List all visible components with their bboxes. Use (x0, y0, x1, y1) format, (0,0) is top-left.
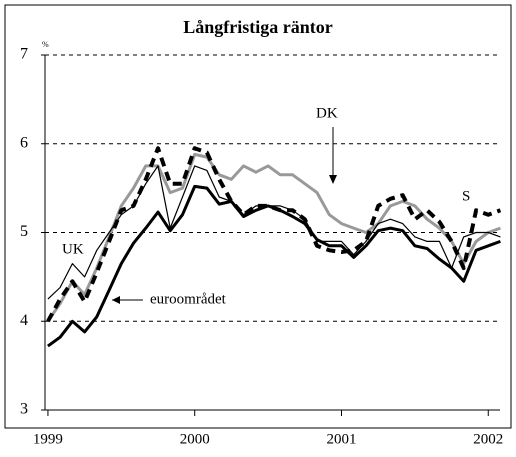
annotation: DK (316, 105, 338, 121)
annotation: UK (62, 241, 84, 257)
y-tick-label: 6 (20, 134, 28, 151)
x-tick-label: 1999 (33, 431, 63, 447)
arrow-head (329, 175, 337, 184)
x-tick-label: 2000 (180, 431, 210, 447)
series-line (46, 152, 501, 323)
y-tick-label: 7 (20, 46, 28, 63)
x-tick-label: 2002 (473, 431, 503, 447)
series-line (47, 165, 501, 300)
y-tick-label: 4 (20, 312, 28, 329)
x-tick-label: 2001 (326, 431, 356, 447)
chart-title: Långfristiga räntor (183, 17, 332, 37)
y-tick-label: 5 (20, 223, 28, 240)
series-line (46, 146, 502, 323)
y-unit: % (42, 40, 49, 49)
chart-frame (4, 4, 512, 429)
series-line (47, 184, 501, 348)
annotation: S (462, 188, 470, 204)
arrow-head (112, 296, 120, 304)
annotation: euroområdet (150, 291, 227, 307)
y-tick-label: 3 (20, 401, 28, 418)
